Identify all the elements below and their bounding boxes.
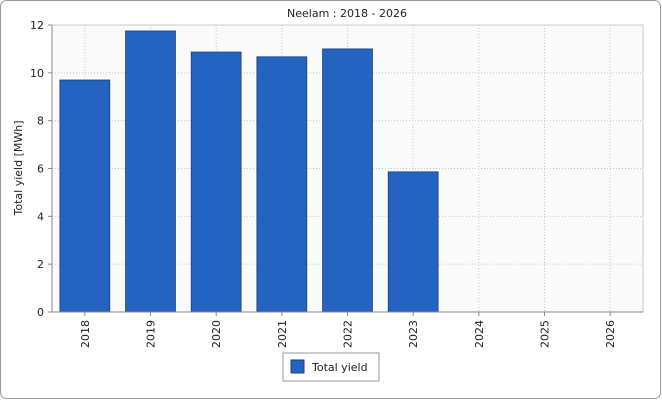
y-tick-label: 0 bbox=[37, 306, 44, 319]
x-tick-label: 2023 bbox=[407, 320, 420, 348]
y-tick-label: 4 bbox=[37, 210, 44, 223]
legend-label: Total yield bbox=[311, 361, 368, 374]
x-tick-label: 2022 bbox=[342, 320, 355, 348]
x-tick-label: 2024 bbox=[473, 320, 486, 348]
x-tick-label: 2025 bbox=[539, 320, 552, 348]
bar bbox=[322, 48, 373, 313]
x-tick-label: 2021 bbox=[276, 320, 289, 348]
y-tick-label: 8 bbox=[37, 115, 44, 128]
x-tick-label: 2019 bbox=[145, 320, 158, 348]
y-tick-label: 6 bbox=[37, 163, 44, 176]
bar bbox=[256, 56, 308, 313]
y-tick-label: 2 bbox=[37, 258, 44, 271]
x-tick-label: 2020 bbox=[210, 320, 223, 348]
bar bbox=[190, 51, 242, 313]
y-axis-label: Total yield [MWh] bbox=[12, 121, 25, 217]
y-tick-label: 12 bbox=[30, 19, 44, 32]
x-tick-label: 2026 bbox=[604, 320, 617, 348]
bar bbox=[387, 171, 439, 313]
legend-swatch bbox=[290, 359, 305, 374]
x-tick-label: 2018 bbox=[79, 320, 92, 348]
bar bbox=[59, 79, 111, 313]
chart-title: Neelam : 2018 - 2026 bbox=[287, 7, 407, 20]
y-tick-label: 10 bbox=[30, 67, 44, 80]
bar bbox=[125, 30, 176, 313]
